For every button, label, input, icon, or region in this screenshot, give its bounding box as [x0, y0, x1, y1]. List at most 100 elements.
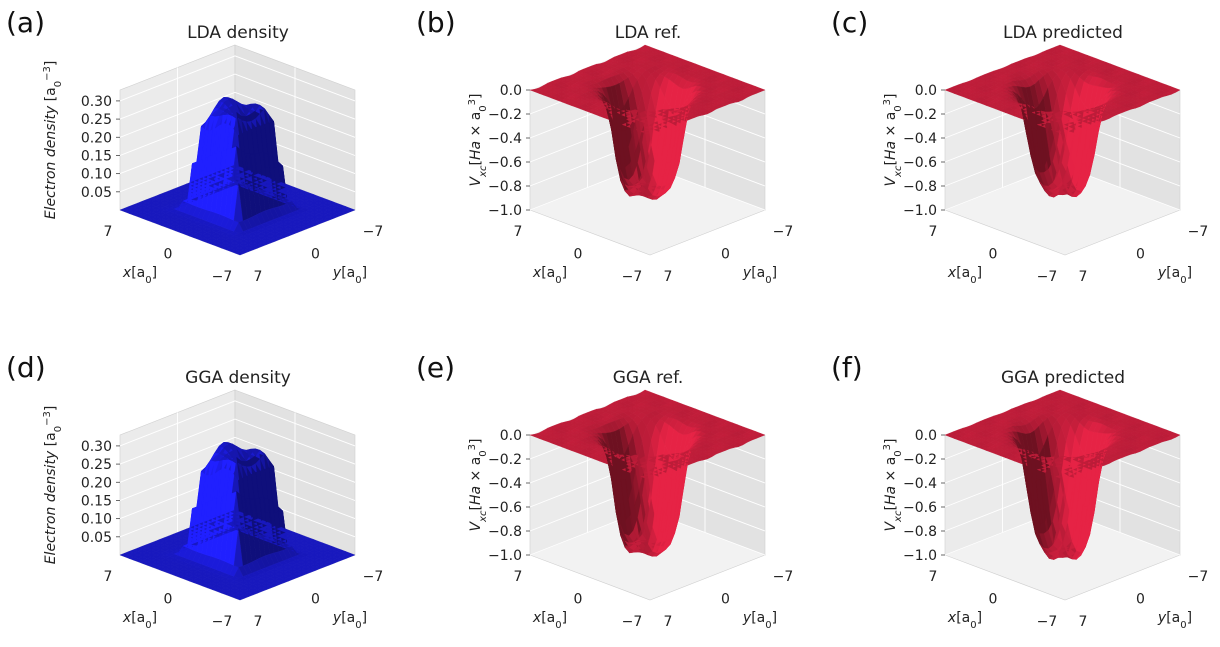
z-gridline: [119, 400, 356, 447]
y-tick-label: 7: [1079, 614, 1088, 630]
z-tick-label: 0.05: [81, 530, 112, 546]
z-tick-label: 0.20: [81, 130, 112, 146]
panel-title: GGA density: [185, 368, 291, 388]
panel-label: (f): [831, 351, 863, 384]
y-tick-label: 7: [1079, 269, 1088, 285]
surface: [529, 389, 766, 557]
surface: [119, 97, 356, 256]
y-axis-label: y[a0]: [742, 265, 777, 286]
z-axis-label: Vxc[Ha × a03]: [882, 438, 904, 531]
panel-title: LDA predicted: [1003, 23, 1123, 43]
z-tick-label: −0.8: [488, 179, 522, 195]
z-gridline: [119, 73, 356, 120]
z-tick-label: 0.05: [81, 185, 112, 201]
chart-panel-c: 0.0 −0.2 −0.4 −0.6 −0.8 −1.0 7 0 −7 7 0 −7 x[a0] y[a0…: [831, 6, 1208, 286]
x-axis-label: x[a0]: [122, 610, 157, 631]
chart-panel-f: 0.0 −0.2 −0.4 −0.6 −0.8 −1.0 7 0 −7 7 0 −7 x[a0] y[a0…: [831, 351, 1208, 631]
z-tick-label: 0.0: [500, 83, 522, 99]
surface-patch: [345, 208, 356, 212]
panel-label: (e): [416, 351, 455, 384]
z-tick-label: −0.6: [903, 155, 937, 171]
x-tick-label: −7: [1037, 269, 1058, 285]
x-tick-label: −7: [212, 614, 233, 630]
chart-panel-a: 0.05 0.10 0.15 0.20 0.25 0.30 7 0 −7 7 0 −7 x[a0] y[a…: [6, 6, 383, 286]
z-gridline: [119, 91, 356, 138]
z-tick-label: 0.30: [81, 439, 112, 455]
y-tick-label: 0: [721, 247, 730, 263]
panel-title: LDA ref.: [615, 23, 682, 43]
x-tick-label: 7: [514, 569, 523, 585]
z-tick-label: −1.0: [903, 203, 937, 219]
y-tick-label: −7: [363, 224, 384, 240]
z-gridline: [119, 418, 356, 465]
y-tick-label: 7: [254, 614, 263, 630]
y-tick-label: −7: [773, 569, 794, 585]
y-axis-label: y[a0]: [332, 265, 367, 286]
chart-panel-e: 0.0 −0.2 −0.4 −0.6 −0.8 −1.0 7 0 −7 7 0 −7 x[a0] y[a0…: [416, 351, 793, 631]
x-tick-label: −7: [622, 614, 643, 630]
x-tick-label: 0: [574, 592, 583, 608]
chart-panel-d: 0.05 0.10 0.15 0.20 0.25 0.30 7 0 −7 7 0 −7 x[a0] y[a…: [6, 351, 383, 631]
z-tick-label: −0.6: [488, 155, 522, 171]
x-axis-label: x[a0]: [947, 610, 982, 631]
y-axis-label: y[a0]: [1157, 610, 1192, 631]
x-tick-label: −7: [622, 269, 643, 285]
z-tick-label: 0.20: [81, 475, 112, 491]
z-tick-label: 0.15: [81, 148, 112, 164]
y-axis-label: y[a0]: [332, 610, 367, 631]
surface: [529, 44, 766, 200]
chart-panel-b: 0.0 −0.2 −0.4 −0.6 −0.8 −1.0 7 0 −7 7 0 −7 x[a0] y[a0…: [416, 6, 793, 286]
y-tick-label: −7: [773, 224, 794, 240]
x-axis-label: x[a0]: [122, 265, 157, 286]
z-axis-label: Vxc[Ha × a03]: [467, 438, 489, 531]
x-tick-label: 7: [929, 224, 938, 240]
z-tick-label: −0.8: [903, 524, 937, 540]
x-tick-label: 7: [929, 569, 938, 585]
panel-title: LDA density: [187, 23, 289, 43]
panel-label: (d): [6, 351, 46, 384]
y-tick-label: 7: [664, 614, 673, 630]
x-tick-label: 0: [989, 247, 998, 263]
x-tick-label: 0: [989, 592, 998, 608]
x-tick-label: −7: [212, 269, 233, 285]
x-axis-label: x[a0]: [532, 610, 567, 631]
z-tick-label: 0.0: [915, 83, 937, 99]
surface-patch: [345, 553, 356, 557]
z-tick-label: −0.4: [488, 476, 522, 492]
z-tick-label: 0.10: [81, 167, 112, 183]
z-tick-label: −1.0: [903, 548, 937, 564]
panel-title: GGA predicted: [1001, 368, 1125, 388]
z-gridline: [119, 55, 356, 102]
z-tick-label: −0.6: [903, 500, 937, 516]
z-tick-label: 0.0: [500, 428, 522, 444]
y-tick-label: −7: [1188, 224, 1209, 240]
z-tick-label: −0.8: [903, 179, 937, 195]
z-tick-label: 0.10: [81, 512, 112, 528]
y-tick-label: 0: [1136, 592, 1145, 608]
z-tick-label: −0.6: [488, 500, 522, 516]
z-tick-label: 0.25: [81, 457, 112, 473]
x-axis-label: x[a0]: [947, 265, 982, 286]
x-tick-label: 7: [104, 224, 113, 240]
surface-patch: [1170, 88, 1181, 93]
surface-patch: [755, 88, 766, 92]
x-tick-label: 7: [104, 569, 113, 585]
z-tick-label: −0.8: [488, 524, 522, 540]
z-gridline: [119, 436, 356, 483]
x-axis-label: x[a0]: [532, 265, 567, 286]
panel-label: (a): [6, 6, 45, 39]
y-axis-label: y[a0]: [742, 610, 777, 631]
x-tick-label: 0: [164, 247, 173, 263]
panel-label: (c): [831, 6, 868, 39]
y-tick-label: −7: [363, 569, 384, 585]
y-tick-label: 0: [721, 592, 730, 608]
x-tick-label: 0: [164, 592, 173, 608]
z-axis-label: Vxc[Ha × a03]: [882, 93, 904, 186]
z-tick-label: −0.2: [488, 452, 522, 468]
z-tick-label: 0.15: [81, 493, 112, 509]
z-tick-label: 0.30: [81, 94, 112, 110]
surface: [119, 442, 356, 601]
z-axis-label: Vxc[Ha × a03]: [467, 93, 489, 186]
y-axis-label: y[a0]: [1157, 265, 1192, 286]
